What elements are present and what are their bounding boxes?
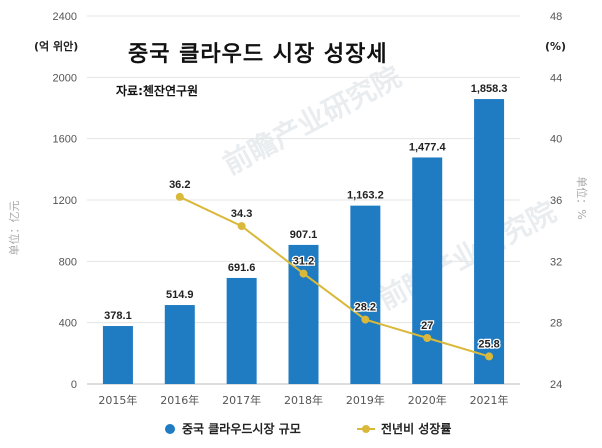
y-right-tick-label: 44	[550, 72, 562, 84]
bar-value-label: 907.1	[290, 229, 318, 241]
x-axis-ticks: 2015年 2016年 2017年 2018年 2019年 2020年 2021年	[98, 393, 508, 407]
y-left-tick-label: 800	[59, 256, 77, 268]
y-right-tick-label: 28	[550, 318, 562, 330]
right-unit-label: (%)	[545, 40, 567, 53]
legend-line-label: 전년비 성장률	[381, 422, 452, 436]
bar-series	[102, 99, 505, 384]
line-value-label: 36.2	[169, 179, 190, 191]
bar	[164, 305, 195, 384]
line-value-label: 31.2	[293, 256, 314, 268]
legend-item-growth-rate: 전년비 성장률	[357, 420, 451, 437]
legend-bar-label: 중국 클라우드시장 규모	[182, 422, 301, 436]
y-left-tick-label: 2000	[53, 72, 77, 84]
bar-value-label: 378.1	[104, 310, 132, 322]
line-point	[485, 352, 494, 361]
y-right-tick-label: 40	[550, 134, 562, 146]
y-right-tick-label: 32	[550, 256, 562, 268]
left-unit-label: (억 위안)	[34, 40, 79, 53]
legend-bar-swatch	[165, 423, 175, 434]
line-point	[175, 192, 184, 201]
left-axis-ticks: 0 400 800 1200 1600 2000 2400	[53, 11, 77, 391]
line-value-label: 34.3	[231, 208, 252, 220]
x-tick-label: 2017年	[222, 393, 261, 407]
legend-item-market-size: 중국 클라우드시장 규모	[165, 420, 301, 437]
y-left-tick-label: 0	[71, 379, 77, 391]
line-point	[299, 269, 308, 278]
bar	[412, 157, 443, 384]
x-tick-label: 2015年	[98, 393, 137, 407]
x-tick-label: 2021年	[470, 393, 509, 407]
line-value-label: 27	[421, 320, 433, 332]
y-left-tick-label: 2400	[53, 11, 77, 23]
bar-value-label: 514.9	[166, 289, 194, 301]
bar-value-label: 1,163.2	[347, 190, 384, 202]
growth-rate-line	[179, 196, 490, 358]
watermark-text: 前瞻产业研究院	[373, 195, 562, 316]
right-axis-title: 单位：%	[575, 176, 589, 219]
bar-value-labels: 378.1 514.9 691.6 907.1 1,163.2 1,477.4 1,858.…	[104, 83, 507, 322]
line-point	[361, 315, 370, 324]
legend-line-swatch	[357, 424, 375, 434]
bar	[350, 205, 381, 384]
bar-value-label: 691.6	[228, 262, 256, 274]
bar-value-label: 1,477.4	[409, 141, 447, 153]
bar-value-label: 1,858.3	[471, 83, 508, 95]
axis-titles: 单位：亿元 单位：%	[7, 176, 589, 255]
x-tick-label: 2019年	[346, 393, 385, 407]
y-right-tick-label: 36	[550, 195, 562, 207]
left-axis-title: 单位：亿元	[7, 201, 21, 256]
x-tick-label: 2018年	[284, 393, 323, 407]
source-note: 자료:첸잔연구원	[116, 84, 199, 98]
y-left-tick-label: 400	[59, 318, 77, 330]
x-tick-label: 2020年	[408, 393, 447, 407]
line-value-label: 28.2	[355, 302, 376, 314]
watermark-text: 前瞻产业研究院	[218, 60, 407, 181]
y-right-tick-label: 48	[550, 11, 562, 23]
y-right-tick-label: 24	[550, 379, 562, 391]
line-value-label: 25.8	[478, 338, 499, 350]
line-series: 36.2 34.3 31.2 28.2 27 25.8	[168, 178, 501, 361]
bar	[226, 277, 257, 384]
bar	[474, 99, 505, 384]
line-point	[237, 222, 246, 231]
bar	[288, 244, 319, 384]
chart-title: 중국 클라우드 시장 성장세	[128, 42, 388, 67]
right-axis-ticks: 24 28 32 36 40 44 48	[550, 11, 562, 391]
x-tick-label: 2016年	[160, 393, 199, 407]
bar	[102, 326, 133, 384]
y-left-tick-label: 1600	[53, 134, 77, 146]
y-left-tick-label: 1200	[53, 195, 77, 207]
line-point	[423, 334, 432, 342]
